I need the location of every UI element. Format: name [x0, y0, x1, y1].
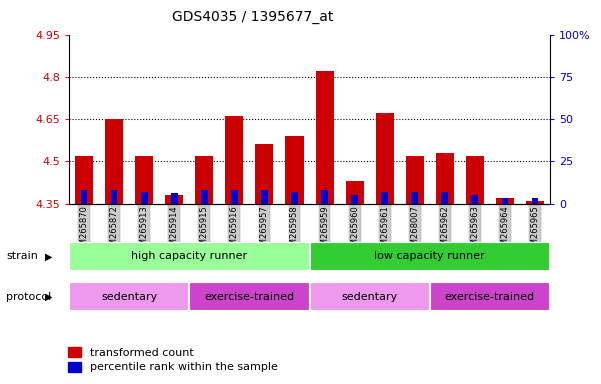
Bar — [442, 192, 448, 204]
Text: strain: strain — [6, 251, 38, 262]
Text: GDS4035 / 1395677_at: GDS4035 / 1395677_at — [172, 10, 333, 23]
Bar — [75, 156, 93, 204]
Bar — [195, 156, 213, 204]
Bar — [502, 199, 508, 204]
Bar — [430, 282, 550, 311]
Bar — [346, 181, 364, 204]
Bar — [171, 194, 178, 204]
Bar — [81, 190, 88, 204]
Bar — [466, 156, 484, 204]
Bar — [532, 199, 538, 204]
Text: sedentary: sedentary — [101, 291, 157, 302]
Bar — [135, 156, 153, 204]
Bar — [472, 195, 478, 204]
Bar — [105, 119, 123, 204]
Bar — [436, 153, 454, 204]
Bar — [496, 198, 514, 204]
Bar — [310, 282, 430, 311]
Text: exercise-trained: exercise-trained — [204, 291, 294, 302]
Bar — [255, 144, 273, 204]
Text: sedentary: sedentary — [341, 291, 398, 302]
Bar — [322, 190, 328, 204]
Legend: transformed count, percentile rank within the sample: transformed count, percentile rank withi… — [66, 345, 280, 375]
Bar — [412, 192, 418, 204]
Bar — [291, 192, 298, 204]
Text: ▶: ▶ — [45, 251, 52, 262]
Bar — [111, 190, 118, 204]
Text: ▶: ▶ — [45, 291, 52, 302]
Text: high capacity runner: high capacity runner — [131, 251, 248, 262]
Bar — [69, 242, 310, 271]
Text: exercise-trained: exercise-trained — [445, 291, 535, 302]
Bar — [526, 201, 544, 204]
Text: protocol: protocol — [6, 291, 51, 302]
Bar — [69, 282, 189, 311]
Bar — [316, 71, 334, 204]
Bar — [261, 190, 268, 204]
Bar — [189, 282, 310, 311]
Bar — [225, 116, 243, 204]
Bar — [165, 195, 183, 204]
Bar — [310, 242, 550, 271]
Bar — [382, 192, 388, 204]
Bar — [201, 190, 208, 204]
Bar — [231, 190, 238, 204]
Bar — [352, 195, 358, 204]
Bar — [141, 192, 148, 204]
Bar — [376, 113, 394, 204]
Bar — [406, 156, 424, 204]
Text: low capacity runner: low capacity runner — [374, 251, 485, 262]
Bar — [285, 136, 304, 204]
